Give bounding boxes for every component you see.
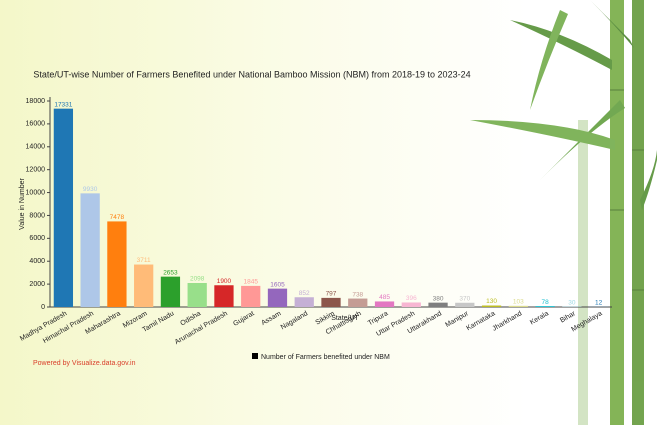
bar bbox=[348, 298, 368, 307]
data-label: 1900 bbox=[217, 278, 232, 285]
bar bbox=[267, 288, 288, 307]
bar bbox=[428, 302, 448, 307]
credit: Powered by Visualize.data.gov.in bbox=[33, 360, 136, 367]
y-tick-label: 18000 bbox=[26, 98, 46, 105]
bamboo-decoration bbox=[470, 0, 657, 425]
y-tick-label: 10000 bbox=[26, 189, 46, 196]
bar bbox=[187, 282, 207, 307]
y-tick-label: 8000 bbox=[29, 212, 45, 219]
data-label: 1845 bbox=[243, 279, 258, 286]
bar bbox=[321, 297, 341, 307]
data-label: 78 bbox=[541, 299, 549, 306]
y-axis-title: Value in Number bbox=[19, 178, 26, 230]
data-label: 380 bbox=[433, 295, 444, 302]
data-label: 12 bbox=[595, 300, 603, 307]
data-label: 396 bbox=[406, 295, 417, 302]
bar bbox=[80, 193, 100, 307]
data-label: 485 bbox=[379, 294, 390, 301]
y-tick-label: 2000 bbox=[29, 281, 45, 288]
bar bbox=[535, 306, 555, 307]
y-tick-label: 14000 bbox=[26, 144, 46, 151]
bar bbox=[508, 305, 528, 307]
bar bbox=[53, 108, 74, 307]
data-label: 30 bbox=[568, 299, 576, 306]
data-label: 852 bbox=[299, 290, 310, 297]
data-label: 738 bbox=[352, 291, 363, 298]
data-label: 2653 bbox=[163, 269, 178, 276]
bar bbox=[481, 305, 502, 307]
x-axis-title: State/UT bbox=[331, 315, 359, 322]
data-label: 130 bbox=[486, 298, 497, 305]
legend-swatch bbox=[252, 353, 258, 359]
y-tick-label: 6000 bbox=[29, 235, 45, 242]
bar bbox=[401, 302, 421, 307]
bar bbox=[134, 264, 154, 307]
bar bbox=[160, 276, 181, 307]
y-tick-label: 12000 bbox=[26, 167, 46, 174]
data-label: 7478 bbox=[110, 214, 125, 221]
bar bbox=[241, 285, 261, 307]
data-label: 1605 bbox=[270, 281, 285, 288]
bar bbox=[214, 285, 234, 307]
data-label: 2098 bbox=[190, 276, 205, 283]
data-label: 370 bbox=[459, 295, 470, 302]
data-label: 9930 bbox=[83, 186, 98, 193]
y-tick-label: 4000 bbox=[29, 258, 45, 265]
data-label: 17331 bbox=[54, 101, 72, 108]
chart-title: State/UT-wise Number of Farmers Benefite… bbox=[33, 69, 470, 79]
bar bbox=[374, 301, 395, 307]
bar bbox=[455, 302, 475, 307]
bar bbox=[294, 297, 314, 307]
data-label: 797 bbox=[326, 291, 337, 298]
y-tick-label: 16000 bbox=[26, 121, 46, 128]
y-tick-label: 0 bbox=[41, 304, 45, 311]
bar bbox=[107, 221, 127, 307]
data-label: 103 bbox=[513, 299, 524, 306]
legend-label: Number of Farmers benefited under NBM bbox=[261, 354, 390, 361]
data-label: 3711 bbox=[137, 257, 151, 264]
